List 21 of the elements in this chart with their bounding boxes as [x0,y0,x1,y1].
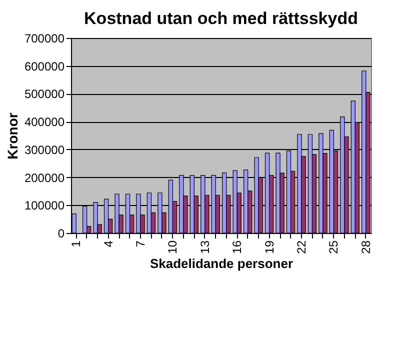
y-tick-label: 100000 [24,198,65,213]
x-tick-label: 13 [198,240,212,254]
x-axis-title: Skadelidande personer [150,256,294,271]
x-tick-label: 16 [230,240,244,254]
x-tick-label: 19 [262,240,276,254]
y-axis-title: Kronor [4,112,20,160]
y-tick-label: 500000 [24,87,65,102]
x-tick-label: 1 [69,240,84,248]
x-tick-label: 7 [134,240,148,248]
chart-title: Kostnad utan och med rättsskydd [84,9,358,28]
y-tick-label: 700000 [24,32,65,46]
x-tick-label: 4 [101,240,116,248]
y-tick-label: 400000 [24,115,65,130]
x-tick-label: 22 [294,240,308,254]
x-tick-label: 28 [358,240,373,254]
x-tick-label: 10 [166,240,180,254]
y-tick-label: 600000 [24,59,65,74]
y-tick-label: 300000 [24,142,65,157]
y-tick-label: 0 [58,226,65,240]
x-tick-label: 25 [326,240,341,254]
y-tick-label: 200000 [24,170,65,185]
